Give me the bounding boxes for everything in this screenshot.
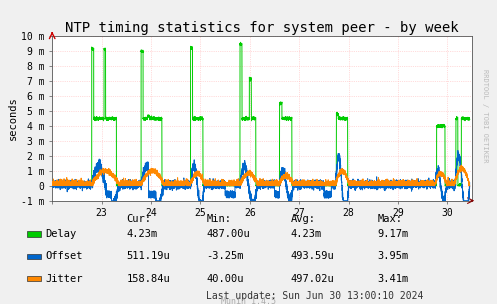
Y-axis label: seconds: seconds <box>8 97 18 140</box>
Text: 158.84u: 158.84u <box>127 274 170 284</box>
Text: Avg:: Avg: <box>291 213 316 223</box>
Text: Offset: Offset <box>46 251 83 261</box>
Title: NTP timing statistics for system peer - by week: NTP timing statistics for system peer - … <box>65 21 459 35</box>
Bar <box>27 276 41 282</box>
Bar <box>27 254 41 259</box>
Text: 3.41m: 3.41m <box>378 274 409 284</box>
Text: 9.17m: 9.17m <box>378 229 409 239</box>
Text: 497.02u: 497.02u <box>291 274 334 284</box>
Text: 511.19u: 511.19u <box>127 251 170 261</box>
Text: Munin 1.4.5: Munin 1.4.5 <box>221 297 276 304</box>
Bar <box>27 231 41 237</box>
Text: Cur:: Cur: <box>127 213 152 223</box>
Text: Jitter: Jitter <box>46 274 83 284</box>
Text: 4.23m: 4.23m <box>127 229 158 239</box>
Text: Min:: Min: <box>206 213 231 223</box>
Text: 487.00u: 487.00u <box>206 229 250 239</box>
Text: 493.59u: 493.59u <box>291 251 334 261</box>
Text: RRDTOOL / TOBI OETIKER: RRDTOOL / TOBI OETIKER <box>482 69 488 162</box>
Text: Delay: Delay <box>46 229 77 239</box>
Text: 40.00u: 40.00u <box>206 274 244 284</box>
Text: Last update: Sun Jun 30 13:00:10 2024: Last update: Sun Jun 30 13:00:10 2024 <box>206 291 423 301</box>
Text: 4.23m: 4.23m <box>291 229 322 239</box>
Text: -3.25m: -3.25m <box>206 251 244 261</box>
Text: Max:: Max: <box>378 213 403 223</box>
Text: 3.95m: 3.95m <box>378 251 409 261</box>
